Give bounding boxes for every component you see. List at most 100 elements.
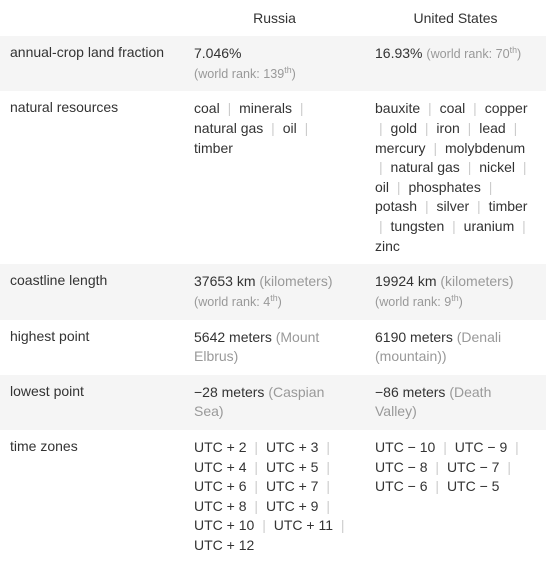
separator: |	[337, 517, 349, 533]
table-row: time zones UTC + 2 | UTC + 3 | UTC + 4 |…	[0, 430, 546, 564]
list-item: timber	[194, 140, 233, 156]
separator: |	[250, 459, 262, 475]
list-item: phosphates	[408, 179, 480, 195]
cell-us: 6190 meters (Denali (mountain))	[365, 320, 546, 375]
separator: |	[510, 120, 522, 136]
row-label: highest point	[0, 320, 184, 375]
separator: |	[503, 459, 515, 475]
separator: |	[464, 159, 476, 175]
table-body: annual-crop land fraction 7.046% (world …	[0, 36, 546, 564]
list-item: UTC + 11	[274, 517, 333, 533]
list-item: UTC + 9	[266, 498, 319, 514]
separator: |	[250, 439, 262, 455]
list-item: minerals	[239, 100, 292, 116]
value: 6190 meters	[375, 329, 453, 345]
separator: |	[421, 120, 433, 136]
cell-russia: 7.046% (world rank: 139th)	[184, 36, 365, 91]
separator: |	[296, 100, 308, 116]
list-item: oil	[375, 179, 389, 195]
separator: |	[518, 218, 530, 234]
separator: |	[429, 140, 441, 156]
separator: |	[519, 159, 531, 175]
cell-russia: coal | minerals | natural gas | oil | ti…	[184, 91, 365, 264]
header-empty	[0, 0, 184, 36]
separator: |	[375, 120, 387, 136]
value: −28 meters	[194, 384, 264, 400]
list-item: UTC + 7	[266, 478, 319, 494]
separator: |	[448, 218, 460, 234]
cell-russia: 5642 meters (Mount Elbrus)	[184, 320, 365, 375]
list-item: UTC + 8	[194, 498, 247, 514]
row-label: time zones	[0, 430, 184, 564]
separator: |	[267, 120, 279, 136]
unit: (kilometers)	[440, 273, 513, 289]
table-row: natural resources coal | minerals | natu…	[0, 91, 546, 264]
list-item: coal	[194, 100, 220, 116]
rank-note: (world rank: 139th)	[194, 67, 296, 81]
list-item: UTC − 6	[375, 478, 428, 494]
separator: |	[473, 198, 485, 214]
list-item: uranium	[464, 218, 515, 234]
list-item: UTC − 10	[375, 439, 435, 455]
list-item: UTC − 5	[447, 478, 500, 494]
value: −86 meters	[375, 384, 445, 400]
list-item: natural gas	[391, 159, 460, 175]
cell-russia: UTC + 2 | UTC + 3 | UTC + 4 | UTC + 5 | …	[184, 430, 365, 564]
separator: |	[250, 498, 262, 514]
separator: |	[393, 179, 405, 195]
header-russia: Russia	[184, 0, 365, 36]
separator: |	[322, 439, 334, 455]
separator: |	[439, 439, 451, 455]
cell-us: −86 meters (Death Valley)	[365, 375, 546, 430]
separator: |	[469, 100, 481, 116]
separator: |	[224, 100, 236, 116]
separator: |	[464, 120, 476, 136]
row-label: coastline length	[0, 264, 184, 319]
table-row: highest point 5642 meters (Mount Elbrus)…	[0, 320, 546, 375]
separator: |	[421, 198, 433, 214]
separator: |	[511, 439, 523, 455]
table-row: annual-crop land fraction 7.046% (world …	[0, 36, 546, 91]
value: 5642 meters	[194, 329, 272, 345]
cell-russia: 37653 km (kilometers) (world rank: 4th)	[184, 264, 365, 319]
list-item: UTC − 9	[455, 439, 508, 455]
list-item: potash	[375, 198, 417, 214]
cell-us: bauxite | coal | copper | gold | iron | …	[365, 91, 546, 264]
list-item: zinc	[375, 238, 400, 254]
separator: |	[258, 517, 270, 533]
list-item: molybdenum	[445, 140, 525, 156]
value: 16.93%	[375, 45, 422, 61]
list-item: UTC + 10	[194, 517, 254, 533]
list-item: tungsten	[391, 218, 445, 234]
separator: |	[375, 218, 387, 234]
list-item: UTC + 5	[266, 459, 319, 475]
rank-note: (world rank: 9th)	[375, 295, 463, 309]
value: 19924 km	[375, 273, 436, 289]
list-item: silver	[436, 198, 469, 214]
list-item: UTC + 6	[194, 478, 247, 494]
cell-us: UTC − 10 | UTC − 9 | UTC − 8 | UTC − 7 |…	[365, 430, 546, 564]
list-item: iron	[436, 120, 459, 136]
list-item: UTC + 3	[266, 439, 319, 455]
separator: |	[431, 459, 443, 475]
list-item: bauxite	[375, 100, 420, 116]
list-item: oil	[283, 120, 297, 136]
table-row: coastline length 37653 km (kilometers) (…	[0, 264, 546, 319]
list-item: UTC + 4	[194, 459, 247, 475]
list-item: UTC − 7	[447, 459, 500, 475]
value: 37653 km	[194, 273, 255, 289]
comparison-table: Russia United States annual-crop land fr…	[0, 0, 546, 564]
list-item: copper	[485, 100, 528, 116]
list-item: UTC + 2	[194, 439, 247, 455]
row-label: annual-crop land fraction	[0, 36, 184, 91]
list-item: UTC + 12	[194, 537, 254, 553]
separator: |	[424, 100, 436, 116]
list-item: UTC − 8	[375, 459, 428, 475]
list-item: lead	[479, 120, 505, 136]
value: 7.046%	[194, 45, 241, 61]
separator: |	[322, 498, 334, 514]
unit: (kilometers)	[259, 273, 332, 289]
row-label: lowest point	[0, 375, 184, 430]
separator: |	[485, 179, 497, 195]
separator: |	[375, 159, 387, 175]
